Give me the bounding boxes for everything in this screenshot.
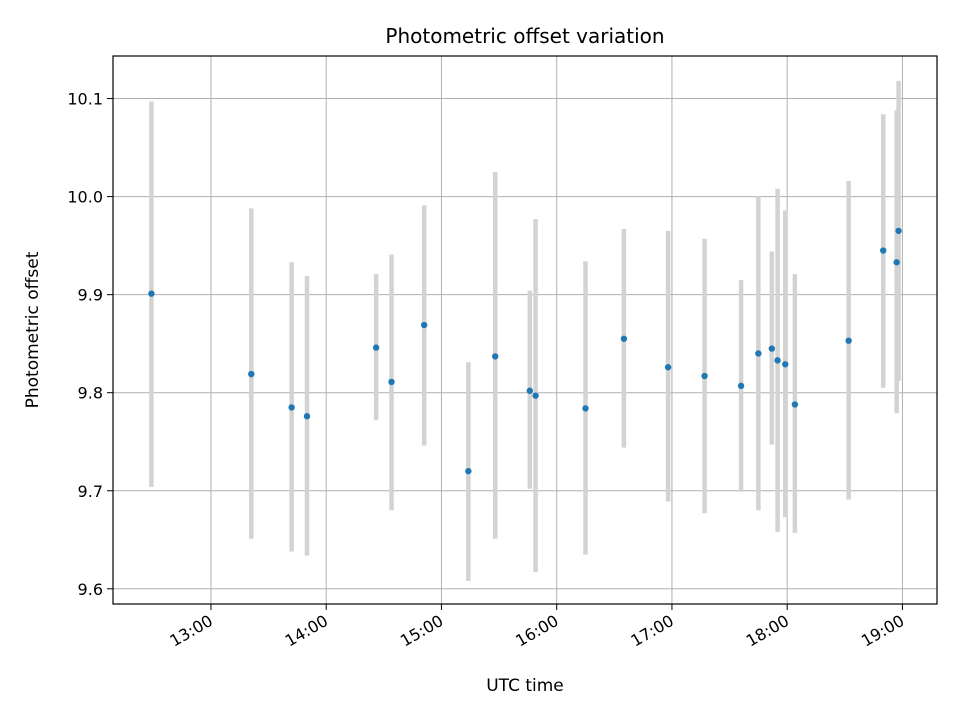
data-point <box>532 392 539 399</box>
data-point <box>582 405 589 412</box>
data-point <box>701 372 708 380</box>
data-point <box>492 353 499 360</box>
y-tick-label: 9.9 <box>78 286 103 305</box>
chart-title: Photometric offset variation <box>385 24 664 48</box>
y-tick-label: 9.8 <box>78 384 103 403</box>
data-point <box>768 345 776 352</box>
data-point <box>782 361 789 368</box>
y-tick-label: 10.1 <box>67 90 103 109</box>
y-tick-label: 9.6 <box>78 580 103 599</box>
data-point <box>774 357 781 364</box>
y-tick-label: 9.7 <box>78 482 103 501</box>
data-point <box>737 382 745 390</box>
data-point <box>893 259 900 266</box>
data-point <box>372 344 380 351</box>
y-axis: 9.6 9.7 9.8 9.9 10.0 10.1 <box>67 90 113 599</box>
data-point <box>303 413 311 420</box>
data-points <box>148 227 902 475</box>
plot-frame <box>112 55 938 605</box>
data-point <box>148 290 155 297</box>
data-point <box>664 364 672 371</box>
y-tick-label: 10.0 <box>67 188 103 207</box>
data-point <box>880 247 887 254</box>
data-point <box>465 467 472 475</box>
data-point <box>791 401 799 408</box>
data-point <box>420 321 428 329</box>
y-axis-title: Photometric offset <box>23 251 43 408</box>
data-point <box>288 404 295 411</box>
x-axis-title: UTC time <box>486 676 564 696</box>
data-point <box>526 387 534 394</box>
data-point <box>895 227 902 235</box>
data-point <box>845 337 852 344</box>
data-point <box>248 370 255 378</box>
data-point <box>620 335 628 342</box>
data-point <box>755 350 762 357</box>
data-point <box>388 378 395 386</box>
